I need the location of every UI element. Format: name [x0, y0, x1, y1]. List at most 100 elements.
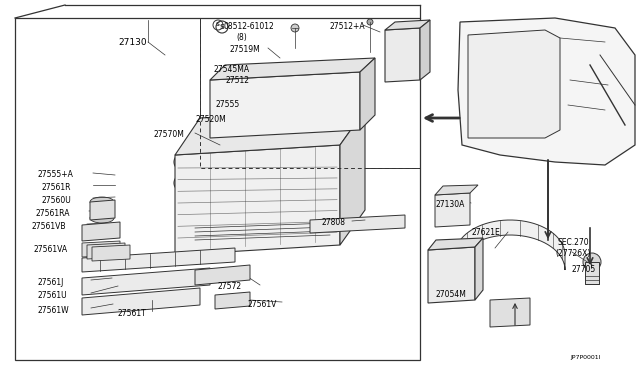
Text: 27561VA: 27561VA — [34, 245, 68, 254]
Ellipse shape — [340, 75, 358, 85]
Polygon shape — [175, 110, 365, 155]
Bar — [270, 85, 288, 113]
Bar — [235, 88, 253, 116]
Text: S: S — [216, 22, 220, 28]
Text: 27621E: 27621E — [472, 228, 500, 237]
Ellipse shape — [305, 78, 323, 88]
Text: SEC.270: SEC.270 — [558, 238, 589, 247]
Polygon shape — [210, 58, 375, 80]
Ellipse shape — [454, 279, 466, 291]
Polygon shape — [82, 288, 200, 315]
Text: 27519M: 27519M — [230, 45, 260, 54]
Bar — [585, 262, 599, 284]
Polygon shape — [468, 30, 560, 138]
Circle shape — [396, 61, 404, 69]
Ellipse shape — [270, 108, 288, 118]
Polygon shape — [490, 298, 530, 327]
Text: 08512-61012: 08512-61012 — [224, 22, 275, 31]
Bar — [265, 196, 277, 202]
Text: 27561RA: 27561RA — [36, 209, 70, 218]
Bar — [285, 196, 297, 202]
Polygon shape — [82, 268, 210, 295]
Ellipse shape — [305, 106, 323, 116]
Text: 27560U: 27560U — [41, 196, 71, 205]
Text: 27570M: 27570M — [153, 130, 184, 139]
Text: 27561V: 27561V — [248, 300, 277, 309]
Bar — [475, 82, 535, 96]
Bar — [305, 196, 317, 202]
Text: 27555+A: 27555+A — [38, 170, 74, 179]
Polygon shape — [385, 28, 420, 82]
Polygon shape — [340, 110, 365, 245]
Bar — [472, 55, 537, 105]
Ellipse shape — [90, 213, 114, 223]
Ellipse shape — [174, 173, 198, 193]
Text: 27545MA: 27545MA — [213, 65, 249, 74]
Text: 27561R: 27561R — [41, 183, 70, 192]
Text: 27130A: 27130A — [436, 200, 465, 209]
Text: 27561J: 27561J — [38, 278, 65, 287]
Bar — [290, 213, 305, 220]
Polygon shape — [82, 248, 235, 272]
Bar — [475, 104, 535, 118]
Polygon shape — [82, 241, 120, 257]
Bar — [225, 196, 237, 202]
Polygon shape — [435, 193, 470, 227]
Text: 27561U: 27561U — [38, 291, 68, 300]
Circle shape — [396, 41, 404, 49]
Text: (27726X): (27726X) — [555, 249, 590, 258]
Bar — [225, 178, 243, 186]
Bar — [248, 213, 263, 220]
Polygon shape — [458, 18, 635, 165]
Text: 27130: 27130 — [118, 38, 147, 47]
Circle shape — [473, 111, 487, 125]
Ellipse shape — [440, 262, 456, 278]
Bar — [270, 213, 285, 220]
Polygon shape — [90, 200, 115, 220]
Text: 27520M: 27520M — [196, 115, 227, 124]
Ellipse shape — [179, 156, 193, 168]
Polygon shape — [455, 220, 565, 270]
Polygon shape — [385, 20, 430, 30]
Bar — [285, 178, 303, 186]
Text: JP7P0001I: JP7P0001I — [570, 355, 600, 360]
Bar — [200, 18, 420, 168]
Text: 27512: 27512 — [225, 76, 249, 85]
Text: 27572: 27572 — [218, 282, 242, 291]
Polygon shape — [215, 292, 250, 309]
Polygon shape — [435, 185, 478, 195]
Text: 27561W: 27561W — [38, 306, 70, 315]
Ellipse shape — [303, 219, 317, 233]
Ellipse shape — [179, 177, 193, 189]
Bar — [320, 196, 332, 202]
Polygon shape — [310, 215, 405, 233]
Ellipse shape — [340, 103, 358, 113]
Bar — [15, 18, 420, 360]
Bar — [255, 178, 273, 186]
Text: 27512+A: 27512+A — [330, 22, 365, 31]
Ellipse shape — [367, 19, 373, 25]
Ellipse shape — [235, 83, 253, 93]
Polygon shape — [428, 238, 483, 250]
Circle shape — [583, 253, 601, 271]
Polygon shape — [92, 245, 130, 261]
Text: S: S — [220, 24, 225, 30]
Ellipse shape — [235, 111, 253, 121]
Polygon shape — [360, 58, 375, 130]
Ellipse shape — [174, 152, 198, 172]
Ellipse shape — [90, 197, 114, 207]
Polygon shape — [475, 238, 483, 300]
Polygon shape — [420, 20, 430, 80]
Bar — [200, 18, 420, 168]
Polygon shape — [82, 222, 120, 241]
Polygon shape — [428, 247, 475, 303]
Ellipse shape — [291, 24, 299, 32]
Text: (8): (8) — [236, 33, 247, 42]
Text: 27705: 27705 — [572, 265, 596, 274]
Bar — [245, 196, 257, 202]
Bar — [310, 178, 328, 186]
Text: 27808: 27808 — [322, 218, 346, 227]
Bar — [305, 83, 323, 111]
Bar — [225, 213, 240, 220]
Bar — [475, 60, 535, 74]
